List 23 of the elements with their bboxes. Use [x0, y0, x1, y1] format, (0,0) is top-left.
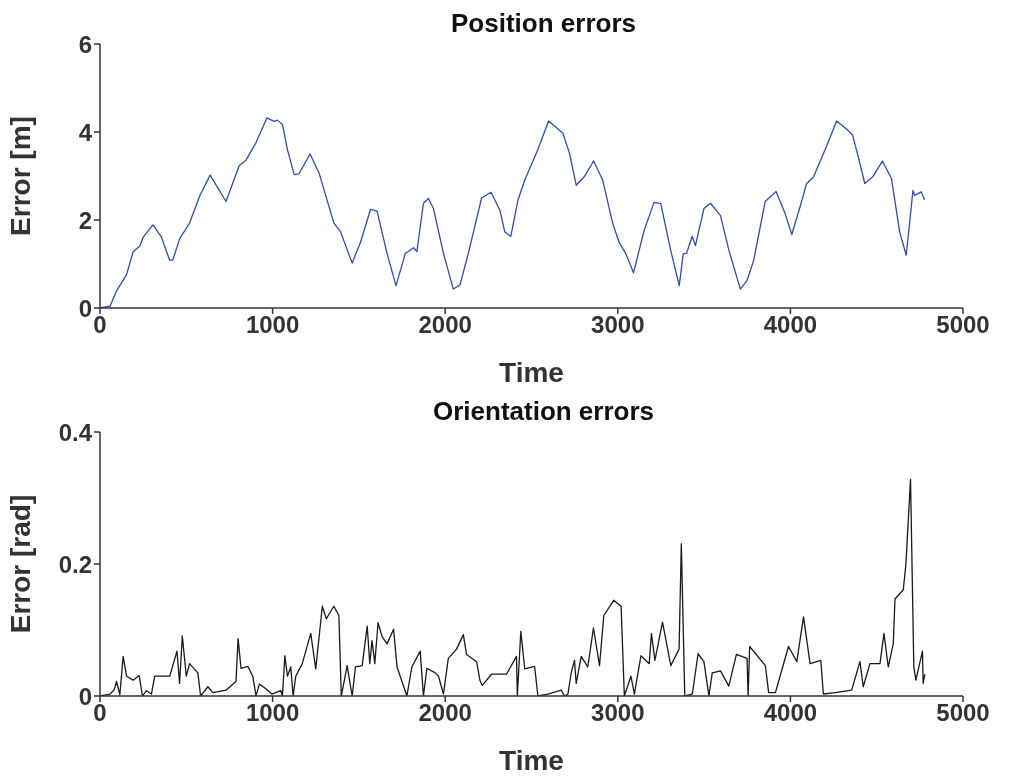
- x-tick-label: 4000: [763, 311, 818, 339]
- y-tick-label: 4: [78, 118, 93, 146]
- y-tick-label: 0: [78, 682, 92, 710]
- x-tick-label: 2000: [418, 699, 472, 727]
- x-tick-label: 3000: [591, 311, 645, 339]
- y-axis-title: Error [rad]: [4, 494, 36, 634]
- y-tick-label: 0.4: [58, 418, 93, 446]
- y-tick-label: 6: [78, 30, 92, 58]
- x-tick-label: 1000: [245, 311, 300, 339]
- x-tick-label: 5000: [936, 699, 990, 727]
- x-tick-label: 1000: [245, 699, 300, 727]
- x-tick-label: 4000: [763, 699, 818, 727]
- x-tick-label: 3000: [591, 699, 645, 727]
- x-axis-title: Time: [499, 745, 564, 776]
- x-tick-label: 2000: [418, 311, 472, 339]
- x-axis-title: Time: [499, 357, 564, 388]
- chart-title: Orientation errors: [431, 396, 656, 426]
- y-tick-label: 0: [78, 294, 92, 322]
- y-axis-title: Error [m]: [4, 116, 36, 236]
- x-tick-label: 5000: [936, 311, 990, 339]
- y-tick-label: 2: [78, 206, 92, 234]
- y-tick-label: 0.2: [58, 550, 92, 578]
- chart-title: Position errors: [450, 8, 637, 38]
